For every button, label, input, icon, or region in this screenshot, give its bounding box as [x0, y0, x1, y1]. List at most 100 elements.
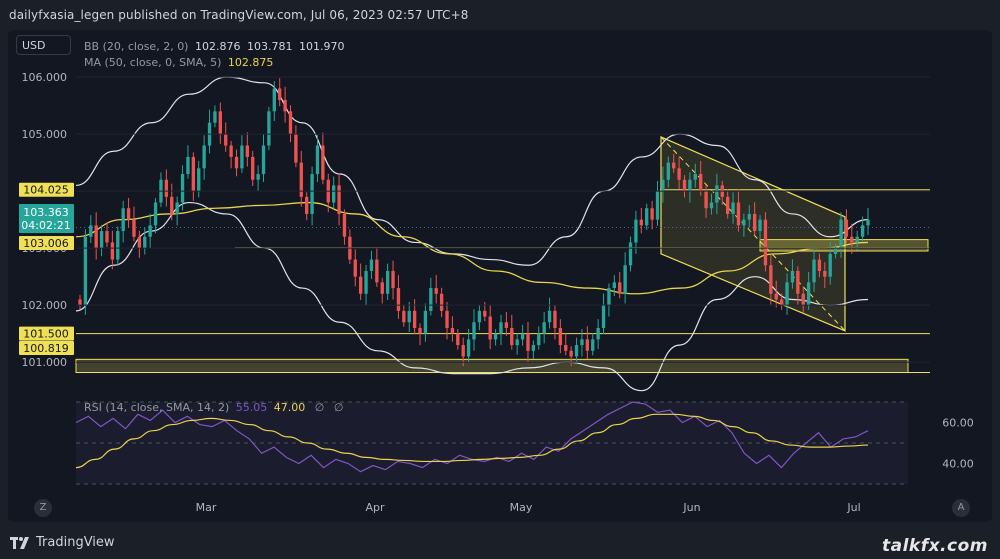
candle-body: [585, 339, 590, 351]
candle-body: [180, 174, 185, 203]
candle-body: [197, 168, 201, 192]
candle-body: [445, 310, 449, 328]
candle-body: [126, 208, 131, 220]
candle-body: [461, 345, 465, 357]
candle-body: [299, 162, 303, 197]
auto-zoom-button[interactable]: Z: [34, 499, 52, 517]
candle-body: [693, 174, 697, 180]
candle-body: [358, 276, 363, 294]
candle-body: [283, 99, 287, 112]
candle-body: [375, 259, 379, 283]
candle-body: [456, 333, 460, 346]
candle-body: [89, 225, 93, 237]
candle-body: [742, 219, 746, 226]
rsi-tick-label: 60.00: [942, 417, 974, 430]
candle-body: [596, 327, 600, 340]
candle-body: [806, 282, 811, 306]
candle-body: [769, 265, 773, 294]
candle-body: [143, 236, 147, 249]
level-badge: 101.500: [19, 326, 74, 341]
level-badge-bg: [19, 182, 74, 197]
candle-body: [105, 231, 109, 243]
candle-body: [645, 208, 649, 226]
candle-body: [855, 236, 859, 243]
level-badge-bg: [19, 236, 74, 250]
rsi-legend[interactable]: RSI (14, close, SMA, 14, 2) 55.05 47.00 …: [84, 401, 343, 414]
candle-body: [164, 179, 169, 197]
time-tick-label: Jun: [682, 501, 700, 514]
candle-body: [380, 282, 384, 294]
current-price-text: 103.363: [23, 206, 69, 219]
rsi-empty-1: ∅: [314, 401, 325, 414]
candle-body: [434, 288, 438, 294]
time-tick-label: Jul: [846, 501, 860, 514]
candle-body: [699, 174, 703, 192]
tradingview-logo[interactable]: TradingView: [10, 535, 115, 550]
auto-scale-button[interactable]: A: [952, 499, 970, 517]
candle-body: [618, 282, 622, 294]
candle-body: [531, 345, 536, 351]
candle-body: [628, 242, 633, 266]
candle-body: [866, 219, 870, 226]
candle-body: [429, 288, 433, 311]
candle-body: [305, 196, 309, 214]
candle-body: [569, 350, 573, 357]
rsi-ma-value: 47.00: [273, 401, 306, 414]
candle-body: [272, 88, 276, 112]
candle-body: [823, 270, 827, 277]
candle-body: [353, 259, 357, 277]
candle-body: [202, 145, 206, 169]
candle-body: [537, 333, 541, 346]
watermark: talkfx.com: [881, 536, 988, 556]
ma-value: 102.875: [227, 56, 274, 69]
ma-legend[interactable]: MA (50, close, 0, SMA, 5) 102.875: [84, 56, 273, 69]
candle-body: [499, 322, 503, 334]
candle-body: [833, 248, 838, 254]
candle-body: [310, 174, 314, 214]
candle-body: [564, 345, 568, 351]
bb-upper-line: [75, 76, 869, 266]
candle-body: [137, 236, 142, 249]
candle-body: [234, 156, 239, 169]
candle-body: [672, 162, 676, 169]
candle-body: [510, 327, 514, 346]
candle-body: [774, 293, 778, 300]
candle-body: [439, 293, 444, 311]
level-badge-text: 101.500: [23, 328, 69, 341]
candle-body: [844, 219, 849, 237]
rsi-legend-name: RSI (14, close, SMA, 14, 2): [84, 401, 230, 414]
price-tick-label: 106.000: [22, 71, 68, 84]
candle-body: [385, 270, 390, 294]
footer: [0, 528, 1000, 559]
candle-body: [213, 111, 217, 123]
candle-body: [116, 231, 120, 260]
bb-legend[interactable]: BB (20, close, 2, 0) 102.876 103.781 101…: [84, 40, 344, 53]
level-badge: 104.025: [19, 182, 74, 197]
currency-selector[interactable]: USD: [16, 35, 71, 55]
candle-body: [666, 162, 670, 180]
candle-body: [99, 231, 104, 249]
candle-body: [634, 219, 638, 243]
candle-body: [94, 225, 98, 249]
publish-line: dailyfxasia_legen published on TradingVi…: [9, 8, 469, 22]
candle-body: [224, 134, 228, 146]
candle-body: [526, 333, 530, 351]
candle-body: [472, 322, 476, 340]
rsi-value: 55.05: [235, 401, 268, 414]
candle-body: [601, 305, 606, 328]
candle-body: [504, 322, 509, 328]
tradingview-logo-icon: [10, 536, 29, 549]
candle-body: [251, 156, 255, 180]
candle-body: [288, 111, 293, 135]
candle-body: [256, 174, 260, 180]
candle-body: [391, 270, 395, 289]
candle-body: [294, 134, 298, 163]
candle-body: [747, 213, 751, 220]
time-tick-label: Apr: [365, 501, 385, 514]
candle-body: [229, 145, 233, 157]
candle-body: [369, 259, 374, 271]
candle-body: [267, 111, 271, 146]
price-tick-label: 102.000: [22, 299, 68, 312]
candle-body: [860, 225, 865, 237]
